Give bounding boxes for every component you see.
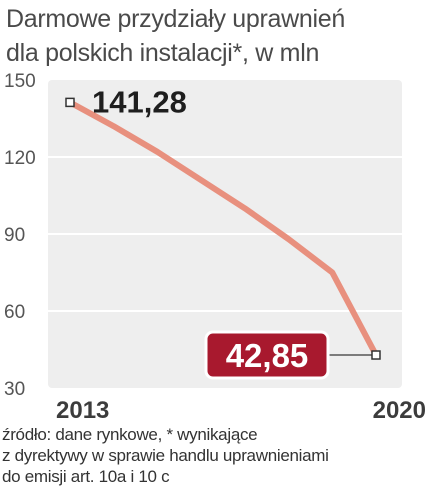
chart-title: Darmowe przydziały uprawnień dla polskic… — [6, 2, 426, 70]
source-note: źródło: dane rynkowe, * wynikające z dyr… — [2, 424, 427, 487]
y-tick-label-150: 150 — [4, 71, 36, 92]
chart-title-line-1: Darmowe przydziały uprawnień — [6, 5, 345, 33]
chart-title-line-2: dla polskich instalacji*, w mln — [6, 39, 320, 67]
data-label-2013: 141,28 — [92, 84, 187, 119]
data-label-box — [204, 330, 330, 380]
data-point-2020 — [371, 350, 381, 360]
source-note-line-3: do emisji art. 10a i 10 c — [2, 467, 170, 486]
data-point-2013 — [65, 97, 75, 108]
y-tick-label-90: 90 — [4, 225, 25, 246]
y-tick-label-30: 30 — [4, 379, 25, 400]
x-tick-label-2013: 2013 — [56, 397, 109, 424]
x-tick-label-2020: 2020 — [373, 397, 426, 424]
y-tick-label-60: 60 — [4, 302, 25, 323]
source-note-line-2: z dyrektywy w sprawie handlu uprawnienia… — [2, 446, 329, 465]
data-label-2020: 42,85 — [226, 337, 309, 374]
source-note-line-1: źródło: dane rynkowe, * wynikające — [2, 425, 258, 444]
y-tick-label-120: 120 — [4, 148, 36, 169]
series-line — [67, 99, 379, 359]
